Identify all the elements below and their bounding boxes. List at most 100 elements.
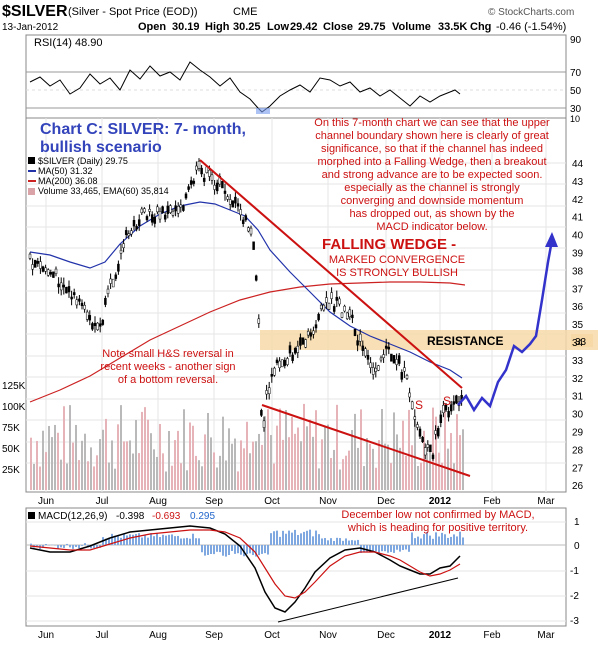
- shoulder-right: S: [443, 394, 451, 408]
- price-bar-body: [244, 215, 248, 221]
- macd-hist-bar: [240, 545, 242, 555]
- price-bar-body: [54, 268, 58, 274]
- shoulder-left: S: [415, 398, 423, 412]
- price-bar-body: [405, 375, 409, 379]
- macd-hist-bar: [267, 545, 269, 555]
- volume-bar: [360, 409, 362, 490]
- macd-hist-bar: [219, 545, 221, 553]
- volume-bar: [210, 437, 212, 490]
- macd-hist-bar: [423, 534, 425, 545]
- price-bar-body: [306, 331, 310, 336]
- volume-bar: [87, 461, 89, 490]
- volume-bar: [234, 438, 236, 490]
- volume-bar: [126, 441, 128, 490]
- close-label: Close: [323, 21, 353, 33]
- macd-hist-bar: [171, 534, 173, 545]
- volume-bar: [111, 440, 113, 490]
- macd-hist-bar: [246, 545, 248, 555]
- macd-month-sep: Sep: [205, 630, 223, 641]
- volume-bar: [207, 412, 209, 490]
- volume-bar: [399, 447, 401, 490]
- macd-hist-bar: [429, 535, 431, 545]
- commentary-line-7: converging and downside momentum: [341, 195, 524, 207]
- price-panel: [25, 117, 567, 493]
- low-label: Low: [267, 21, 289, 33]
- price-bar-body: [348, 309, 352, 318]
- price-bar-body: [452, 401, 456, 405]
- commentary: On this 7-month chart we can see that th…: [314, 117, 550, 233]
- price-bar-body: [31, 264, 34, 270]
- price-bar-body: [444, 404, 448, 411]
- macd-tick-1: 1: [574, 517, 580, 528]
- quote-line: Open 30.19 High 30.25 Low 29.42 Close 29…: [138, 21, 566, 33]
- price-tick: 36: [572, 302, 584, 313]
- volume-bar: [66, 463, 68, 490]
- price-bar-body: [390, 353, 393, 362]
- macd-label: MACD(12,26,9): [38, 511, 107, 522]
- macd-month-feb: Feb: [483, 630, 501, 641]
- price-bar-body: [241, 219, 245, 224]
- volume-bar: [408, 409, 410, 490]
- volume-bar: [147, 419, 149, 490]
- price-bar-body: [36, 260, 40, 264]
- volume-bar: [294, 433, 296, 490]
- price-bar-body: [416, 424, 419, 428]
- volume-bar: [456, 414, 458, 490]
- volume-bar: [363, 466, 365, 490]
- rsi-tick-10: 10: [570, 114, 580, 124]
- volume-tick: 50K: [2, 444, 20, 455]
- volume-bar: [327, 424, 329, 490]
- macd-hist-bar: [186, 537, 188, 545]
- price-legend: $SILVER (Daily) 29.75 MA(50) 31.32 MA(20…: [28, 156, 169, 196]
- price-bar-body: [382, 354, 385, 358]
- commentary-line-6: especially as the channel is strongly: [344, 182, 520, 194]
- volume-bar: [42, 430, 44, 490]
- macd-hist-bar: [351, 540, 353, 545]
- price-bar-body: [275, 359, 279, 364]
- macd-hist-bar: [114, 535, 116, 545]
- volume-label: Volume: [392, 21, 431, 33]
- macd-hist-bar: [276, 530, 278, 545]
- price-bar-body: [163, 214, 167, 220]
- price-bars: [28, 158, 463, 461]
- macd-hist-bar: [342, 540, 344, 545]
- price-tick: 32: [572, 374, 584, 385]
- volume-bar: [186, 470, 188, 490]
- price-bar-body: [223, 190, 227, 194]
- price-bar-body: [262, 420, 266, 428]
- macd-hist-bar: [369, 545, 371, 552]
- volume-bar: [78, 460, 80, 490]
- macd-hist-bar: [237, 545, 239, 554]
- price-bar-body: [392, 355, 396, 364]
- price-bar-body: [421, 437, 424, 443]
- macd-hist-bar: [432, 538, 434, 545]
- macd-hist-bar: [258, 545, 260, 556]
- watermark: © StockCharts.com: [488, 7, 574, 18]
- price-bar-body: [403, 367, 406, 372]
- price-bar-body: [195, 165, 198, 171]
- macd-hist-bar: [105, 538, 107, 545]
- volume-bar: [372, 448, 374, 490]
- price-bar-body: [379, 357, 383, 361]
- rsi-panel: [25, 34, 567, 119]
- volume-bar: [135, 419, 137, 490]
- volume-bar: [306, 426, 308, 490]
- volume-bar: [384, 443, 386, 490]
- macd-hist-bar: [177, 535, 179, 545]
- price-bar-body: [179, 204, 183, 208]
- price-bar-body: [44, 267, 47, 272]
- price-bar-body: [83, 305, 86, 310]
- price-bar-body: [192, 180, 196, 184]
- price-bar-body: [234, 196, 237, 204]
- macd-tick-0: 0: [574, 541, 580, 552]
- volume-bar: [312, 436, 314, 490]
- volume-bar: [285, 409, 287, 490]
- macd-hist-bar: [180, 538, 182, 545]
- price-bar-body: [345, 312, 349, 320]
- close-value: 29.75: [358, 21, 386, 33]
- macd-month-mar: Mar: [537, 630, 555, 641]
- price-bar-body: [387, 346, 391, 350]
- price-bar-body: [361, 345, 365, 351]
- volume-tick: 25K: [2, 465, 20, 476]
- volume-bar: [375, 467, 377, 490]
